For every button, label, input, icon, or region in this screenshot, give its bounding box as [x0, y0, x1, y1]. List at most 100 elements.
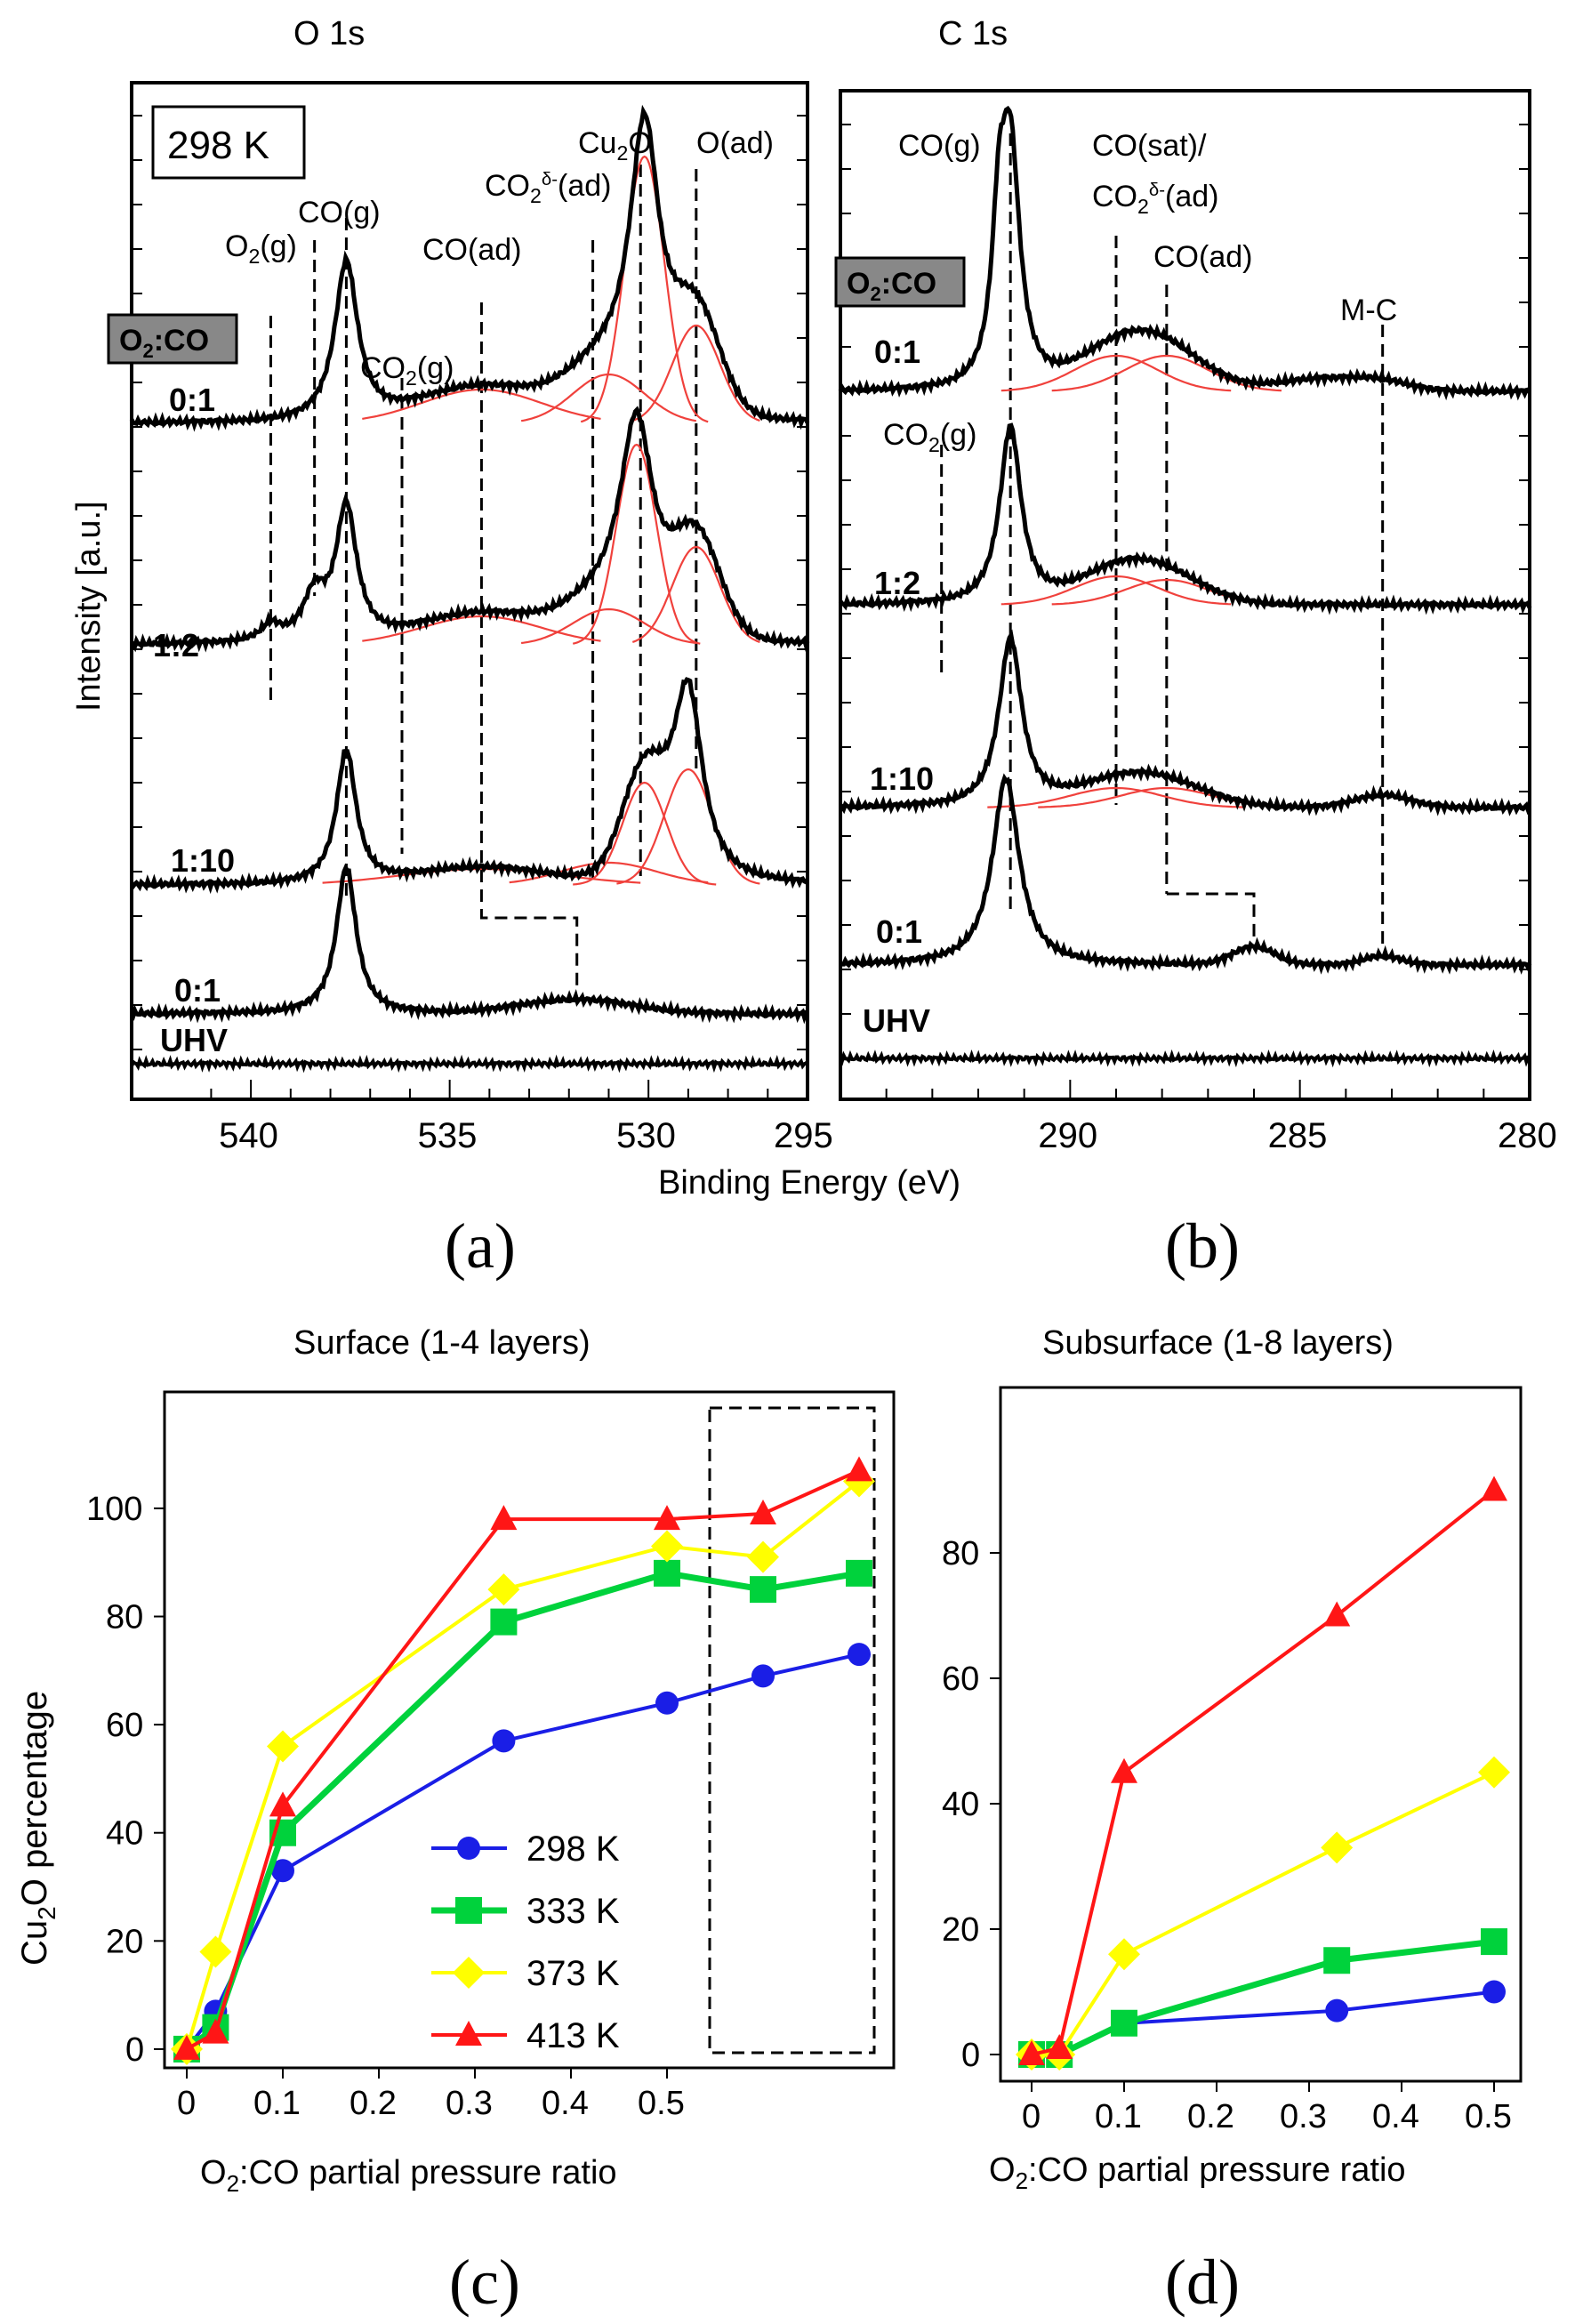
c-point-298K-4 [655, 1691, 679, 1715]
panel-letter-c: (c) [449, 2247, 520, 2318]
y-axis-label-ab: Intensity [a.u.] [70, 501, 108, 712]
panel-c-frame [163, 1390, 896, 2070]
spectrum-uhv [130, 1054, 809, 1074]
c-point-373K-5 [747, 1540, 779, 1573]
spectrum-1-10 [130, 677, 810, 895]
d-x-ticklabel-0: 0 [1022, 2098, 1041, 2135]
fit-0-1-0 [362, 388, 601, 420]
panel-b: C 1s O2:CO CO(g) CO(sat)/ CO2δ-(ad) CO(ad) M… [834, 15, 1557, 1155]
spectrum-0-1-ref [129, 863, 808, 1025]
ratio-badge-a-label: O2:CO [119, 324, 209, 362]
highlight-box [708, 1406, 876, 2055]
c-point-413K-4 [654, 1505, 680, 1531]
legend-label-2: 373 K [526, 1954, 620, 1993]
panel-a-frame [130, 81, 809, 1101]
spectrum-1-2 [131, 406, 810, 653]
c-y-ticklabel-100: 100 [86, 1491, 142, 1528]
panel-c: Surface (1-4 layers) 0 20 40 60 80 100 0 0.1 0.2… [15, 1324, 896, 2318]
d-x-ticklabel-0.1: 0.1 [1095, 2098, 1142, 2135]
panel-b-frame [839, 89, 1531, 1101]
annotation-oad: O(ad) [696, 126, 774, 160]
x-axis-label-ab: Binding Energy (eV) [658, 1164, 960, 1202]
d-x-ticklabel-0.3: 0.3 [1280, 2098, 1327, 2135]
c-y-ticklabel-80: 80 [106, 1599, 143, 1636]
panel-b-fit-curves [987, 354, 1296, 808]
legend-label-3: 413 K [526, 2016, 620, 2055]
c-y-ticklabel-40: 40 [106, 1815, 143, 1853]
temp-badge [151, 105, 306, 180]
d-point-413K-1 [1046, 2033, 1073, 2059]
d-series-line-298K [1032, 1990, 1495, 2056]
fit-1-2-2 [572, 443, 701, 645]
curve-label-b-0: 0:1 [874, 334, 920, 370]
d-point-298K-3 [1325, 1998, 1349, 2022]
c-y-ticklabel-60: 60 [106, 1707, 143, 1744]
legend-marker-0 [457, 1837, 480, 1860]
c-point-373K-3 [487, 1573, 520, 1606]
ratio-badge-b [834, 256, 966, 308]
spectrum-b-1-10 [839, 629, 1532, 816]
panel-c-ylabel: Cu2O percentage [15, 1691, 60, 1966]
d-point-373K-2 [1108, 1938, 1140, 1971]
panel-d-series [1016, 1476, 1510, 2071]
annotation-co2delta: CO2δ-(ad) [485, 169, 611, 207]
spectrum-b-1-2 [838, 422, 1532, 615]
d-y-ticklabel-0: 0 [961, 2037, 980, 2074]
annotation-b-co2g: CO2(g) [883, 418, 976, 456]
annotation-cu2o: Cu2O [578, 126, 652, 165]
c-point-413K-6 [846, 1456, 872, 1482]
legend-marker-3 [455, 2021, 482, 2046]
panel-b-x-ticklabels: 290 285 280 [1038, 1116, 1556, 1155]
fit-1-10-1 [573, 781, 717, 886]
c-y-ticklabel-20: 20 [106, 1923, 143, 1960]
annotation-b-coad: CO(ad) [1153, 240, 1252, 274]
x-ticklabel-295-left: 295 [774, 1116, 833, 1155]
d-x-ticklabel-0.5: 0.5 [1465, 2098, 1512, 2135]
d-point-333K-3 [1323, 1947, 1351, 1974]
ratio-badge-b-label: O2:CO [847, 267, 936, 305]
fit-1-2-3 [631, 545, 760, 643]
panel-letter-a: (a) [445, 1210, 516, 1282]
fit-1-2-0 [362, 615, 601, 642]
c-series-line-298K [185, 1653, 860, 2051]
x-ticklabel-540: 540 [219, 1116, 278, 1155]
d-series-line-413K [1031, 1488, 1496, 2056]
legend-marker-1 [455, 1897, 482, 1924]
panel-a-annotations: O2(g)CO(g) CO2(g) CO(ad) CO2δ-(ad) Cu2O O(ad) [225, 126, 774, 390]
annotation-coad: CO(ad) [422, 233, 521, 267]
d-point-333K-2 [1111, 2009, 1137, 2037]
d-point-298K-4 [1483, 1980, 1506, 2004]
c-point-413K-0 [173, 2034, 200, 2060]
panel-a-fit-curves [322, 155, 760, 886]
d-point-413K-4 [1481, 1476, 1507, 1501]
d-y-ticklabel-60: 60 [942, 1661, 979, 1698]
d-x-ticklabel-0.2: 0.2 [1187, 2098, 1234, 2135]
d-point-373K-3 [1321, 1831, 1354, 1864]
annotation-o2g: O2(g) [225, 229, 297, 268]
panel-c-xlabel: O2:CO partial pressure ratio [200, 2154, 617, 2197]
d-point-373K-4 [1478, 1756, 1510, 1789]
panel-b-spectra [838, 105, 1532, 1068]
d-point-333K-4 [1481, 1928, 1507, 1956]
temp-badge-label: 298 K [167, 124, 269, 167]
d-y-ticklabel-40: 40 [942, 1786, 979, 1823]
fit-1-10-0 [322, 867, 641, 884]
panel-b-curve-labels: 0:1 1:2 1:10 0:1 UHV [863, 334, 934, 1039]
panel-c-title: Surface (1-4 layers) [293, 1324, 591, 1362]
panel-a-title: O 1s [293, 15, 365, 52]
legend-label-0: 298 K [526, 1829, 620, 1869]
fit-1-10-3 [509, 861, 709, 884]
curve-label-b-2: 1:10 [870, 760, 934, 797]
panel-letter-b: (b) [1165, 1210, 1240, 1282]
c-point-298K-5 [751, 1664, 775, 1688]
annotation-b-cosat: CO(sat)/ [1092, 129, 1207, 163]
c-point-333K-6 [846, 1559, 872, 1587]
c-point-413K-2 [269, 1791, 296, 1817]
legend: 298 K 333 K 373 K 413 K [431, 1829, 620, 2055]
d-y-ticklabel-80: 80 [942, 1535, 979, 1572]
fit-0-1-3 [631, 324, 760, 422]
x-ticklabel-280: 280 [1498, 1116, 1557, 1155]
c-x-ticklabel-0.1: 0.1 [253, 2085, 301, 2122]
panel-b-annotations: CO(g) CO(sat)/ CO2δ-(ad) CO(ad) M-C CO2(g) [883, 129, 1397, 456]
